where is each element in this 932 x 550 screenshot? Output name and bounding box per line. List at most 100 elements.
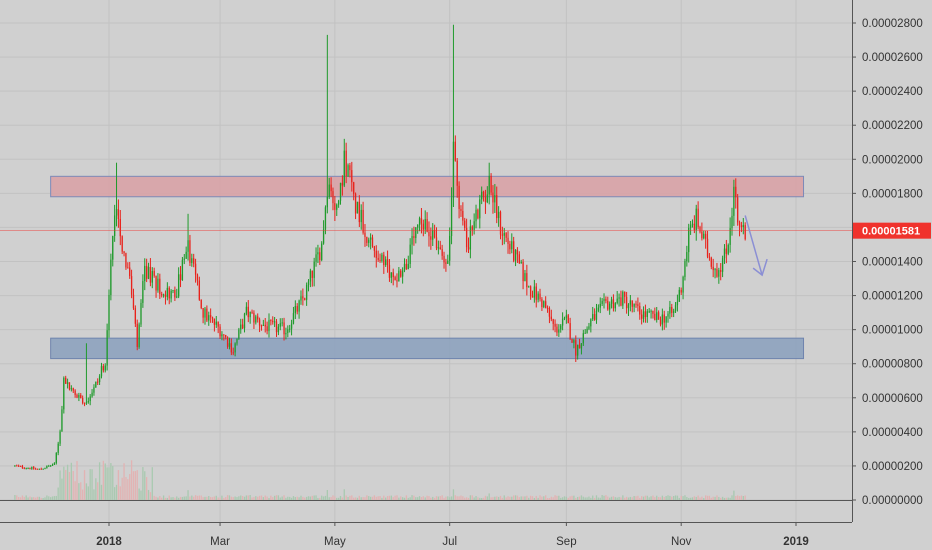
candle-body — [729, 228, 731, 245]
volume-bar — [409, 497, 411, 500]
x-axis[interactable]: 2018 Mar May Jul Sep Nov 2019 — [0, 500, 852, 549]
candle-body — [642, 311, 645, 319]
candle-body — [614, 302, 616, 309]
candle-body — [172, 290, 174, 292]
candle-body — [396, 280, 398, 282]
volume-bar — [718, 496, 720, 500]
volume-bar — [571, 495, 573, 500]
volume-bar — [129, 474, 131, 500]
volume-bar — [537, 497, 539, 500]
candle-body — [496, 195, 498, 219]
candle-body — [48, 465, 50, 467]
candle-body — [511, 241, 513, 250]
volume-bar — [311, 495, 313, 500]
candle-body — [697, 208, 699, 227]
candle-body — [609, 303, 611, 310]
candle-body — [567, 315, 569, 324]
candle-body — [347, 165, 349, 177]
volume-bar — [356, 497, 359, 500]
volume-bar — [524, 496, 526, 500]
volume-bar — [552, 497, 554, 500]
candle-body — [524, 273, 526, 282]
candle-body — [490, 175, 492, 193]
candle-body — [221, 334, 223, 337]
candle-body — [98, 376, 101, 383]
volume-bar — [341, 497, 344, 500]
volume-bar — [689, 497, 692, 500]
candle-body — [426, 219, 428, 232]
volume-bar — [157, 497, 159, 500]
candle-body — [676, 301, 679, 306]
candle-body — [65, 377, 67, 384]
volume-bar — [287, 496, 289, 500]
volume-bar — [665, 496, 667, 500]
volume-bar — [215, 495, 217, 500]
candle-body — [255, 316, 257, 323]
volume-bar — [599, 497, 601, 500]
candle-body — [85, 402, 88, 404]
candle-body — [159, 278, 161, 295]
candle-body — [437, 247, 440, 249]
volume-bar — [174, 497, 176, 500]
volume-bar — [644, 495, 647, 500]
volume-bar — [533, 497, 536, 500]
x-tick-label: Nov — [671, 536, 692, 548]
candle-body — [219, 326, 221, 337]
candle-body — [236, 338, 238, 344]
candle-body — [407, 263, 409, 270]
candle-body — [38, 468, 41, 470]
candle-body — [573, 340, 575, 343]
volume-bar — [164, 497, 167, 500]
candle-body — [656, 312, 658, 320]
volume-bar — [458, 496, 460, 500]
candle-body — [19, 465, 22, 467]
volume-bar — [136, 470, 138, 500]
candle-body — [134, 308, 137, 324]
candle-body — [337, 200, 340, 205]
volume-bar — [535, 495, 537, 500]
volume-bar — [693, 496, 696, 500]
volume-bar — [257, 496, 259, 500]
volume-bar — [130, 460, 133, 500]
volume-bar — [185, 496, 187, 500]
candle-body — [644, 311, 647, 317]
candle-body — [21, 465, 24, 468]
candle-body — [285, 332, 287, 335]
volume-bar — [347, 496, 349, 500]
candle-body — [435, 237, 438, 249]
volume-bar — [89, 469, 91, 500]
candle-body — [191, 258, 193, 263]
volume-bar — [113, 487, 116, 500]
candle-body — [593, 314, 596, 320]
volume-bar — [332, 495, 334, 500]
candle-body — [70, 388, 73, 390]
volume-bar — [586, 497, 588, 500]
candle-body — [226, 337, 229, 347]
candle-body — [277, 326, 280, 333]
y-axis[interactable]: 0.00000000 0.00000200 0.00000400 0.00000600… — [852, 0, 931, 522]
candle-body — [494, 195, 496, 203]
volume-bar — [499, 495, 502, 500]
candle-body — [464, 220, 466, 228]
volume-bar — [277, 495, 280, 500]
candle-body — [531, 296, 534, 298]
volume-bar — [529, 495, 532, 500]
candle-body — [138, 324, 140, 347]
volume-bar — [447, 496, 449, 500]
volume-bar — [57, 487, 59, 500]
candle-body — [307, 281, 310, 285]
volume-bar — [351, 495, 353, 500]
volume-bar — [639, 497, 641, 500]
volume-bar — [714, 496, 716, 500]
volume-bar — [309, 496, 312, 500]
candle-body — [450, 197, 453, 237]
candle-body — [599, 303, 601, 308]
volume-bar — [605, 495, 607, 500]
volume-bar — [661, 495, 664, 500]
candle-body — [597, 307, 600, 311]
volume-bar — [607, 496, 609, 500]
volume-bar — [642, 496, 645, 500]
volume-bar — [659, 497, 662, 500]
candle-body — [332, 191, 334, 204]
